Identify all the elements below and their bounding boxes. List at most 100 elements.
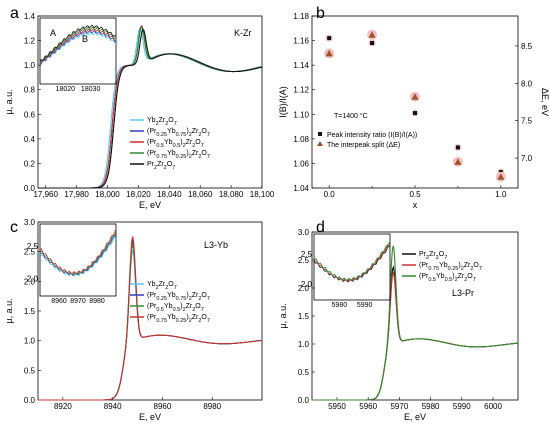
x-axis-label: E, eV [404,412,426,422]
legend-marker [318,132,322,136]
inset-frame [313,233,391,301]
inset-y-tick-label: 2.5 [301,250,313,259]
legend: Pr2Zr2O7(Pr0.75Yb0.25)2Zr2O7(Pr0.5Yb0.5)… [402,251,482,283]
y-tick-label: 0.5 [298,368,310,377]
legend-label: (Pr0.75Yb0.25)2Zr2O7 [147,314,210,324]
y-tick-label: 1.5 [298,312,310,321]
y-right-axis-label: ΔE, eV [540,88,550,116]
legend: Peak intensity ratio (I(B)/I(A)) The inte… [317,132,417,149]
inset: 18020 18030 A B [39,17,117,93]
inset-series-line [313,245,391,283]
x-tick-label: 17,960 [33,190,58,199]
y-tick-label: 0.0 [24,184,36,193]
legend-marker [317,141,323,146]
legend-label: Yb2Zr2O7 [147,117,177,127]
y-tick-label: 3.0 [24,218,36,227]
panel-letter: a [10,5,19,22]
legend-label: (Pr0.75Yb0.25)2Zr2O7 [147,150,210,160]
legend-label: Peak intensity ratio (I(B)/I(A)) [327,132,417,139]
y-tick-label: 1.14 [293,61,309,70]
y-tick-label: 1.5 [24,307,36,316]
inset-x-tick-label: 8970 [70,298,86,305]
y-axis-label: μ, a.u. [4,298,14,323]
y-tick-label: 0.8 [24,86,36,95]
inset-x-tick-label: 18030 [81,86,101,93]
legend: Yb2Zr2O7(Pr0.25Yb0.75)2Zr2O7(Pr0.5Yb0.5)… [130,281,210,324]
plot-frame [311,15,519,189]
legend-label: (Pr0.75Yb0.25)2Zr2O7 [419,262,482,272]
legend-label: Pr2Zr2O7 [419,251,447,261]
x-axis-label: x [413,200,418,210]
y-tick-label: 2.5 [298,256,310,265]
inset-series-line [39,234,117,276]
inset-x-tick-label: 8980 [89,298,105,305]
legend-label: (Pr0.5Yb0.5)2Zr2O7 [147,139,204,149]
y-right-tick-label: 8.0 [521,79,533,88]
series-line [38,236,263,401]
plot-frame [37,221,263,401]
inset: 5980 5990 2.0 2.5 [301,233,391,309]
x-tick-label: 1.0 [495,190,507,199]
legend-label: (Pr0.5Yb0.5)2Zr2O7 [419,273,476,283]
x-tick-label: 18,060 [188,190,213,199]
inset-frame [39,17,117,85]
split-point [368,31,376,38]
series-line [312,265,519,401]
inset-series-line [40,228,117,275]
panel-d: d 5950 5960 5970 5980 5990 6000 0.0 0.5 1.0 1.5 2.0… [278,219,519,422]
inset-series-line [39,236,117,277]
x-tick-label: 18,000 [95,190,120,199]
inset-series-line [39,231,117,275]
series-line [312,245,519,401]
inset-x-tick-label: 5980 [332,302,348,309]
split-point [411,93,419,100]
y-tick-label: 1.04 [293,184,309,193]
panel-b: b 0.0 0.5 1.0 1.04 1.06 1.08 1.10 1.12 1.14 1.16 1.… [278,5,550,210]
legend-label: (Pr0.5Yb0.5)2Zr2O7 [147,303,204,313]
y-axis-label: μ, a.u. [4,89,14,114]
legend-label: Yb2Zr2O7 [147,281,177,291]
x-tick-label: 8960 [154,402,172,411]
y-tick-label: 1.4 [24,12,36,21]
y-tick-label: 1.16 [293,37,309,46]
panel-c: c 8920 8940 8960 8980 0.0 0.5 1.0 1.5 2.0 2.5 3.0 E,… [4,218,263,422]
x-tick-label: 17,980 [64,190,89,199]
x-tick-label: 8940 [104,402,122,411]
legend-label: (Pr0.25Yb0.75)2Zr2O7 [147,128,210,138]
x-tick-label: 18,040 [157,190,182,199]
y-tick-label: 1.2 [24,37,36,46]
y-tick-label: 3.0 [298,228,310,237]
split-point [325,49,333,57]
inset-peak-label: A [50,28,56,38]
x-tick-label: 0.0 [324,190,336,199]
x-tick-label: 18,100 [250,190,275,199]
x-axis-label: E, eV [139,200,161,210]
y-tick-label: 2.0 [24,277,36,286]
x-tick-label: 8920 [54,402,72,411]
series-line [38,249,263,401]
inset-y-tick-label: 2.5 [27,242,39,251]
legend: Yb2Zr2O7(Pr0.25Yb0.75)2Zr2O7(Pr0.5Yb0.5)… [130,117,210,171]
y-tick-label: 1.10 [293,110,309,119]
series-line [38,28,263,189]
x-tick-label: 18,080 [219,190,244,199]
y-tick-label: 2.0 [298,284,310,293]
x-tick-label: 5960 [359,402,377,411]
x-tick-label: 5970 [390,402,408,411]
inset: 8960 8970 8980 2.0 2.5 [27,223,117,305]
x-tick-label: 8980 [203,402,221,411]
inset-x-tick-label: 8960 [51,298,67,305]
y-axis-label: I(B)/I(A) [278,86,288,118]
plot-frame [37,15,263,189]
x-tick-label: 5980 [422,402,440,411]
inset-series-line [313,243,391,282]
y-tick-label: 1.18 [293,12,309,21]
plot-frame [311,231,519,401]
y-right-tick-label: 7.0 [521,154,533,163]
x-tick-label: 18,020 [126,190,151,199]
inset-frame [39,223,117,297]
legend-label: The interpeak split (ΔE) [327,142,400,149]
y-tick-label: 0.0 [298,396,310,405]
y-tick-label: 1.08 [293,135,309,144]
